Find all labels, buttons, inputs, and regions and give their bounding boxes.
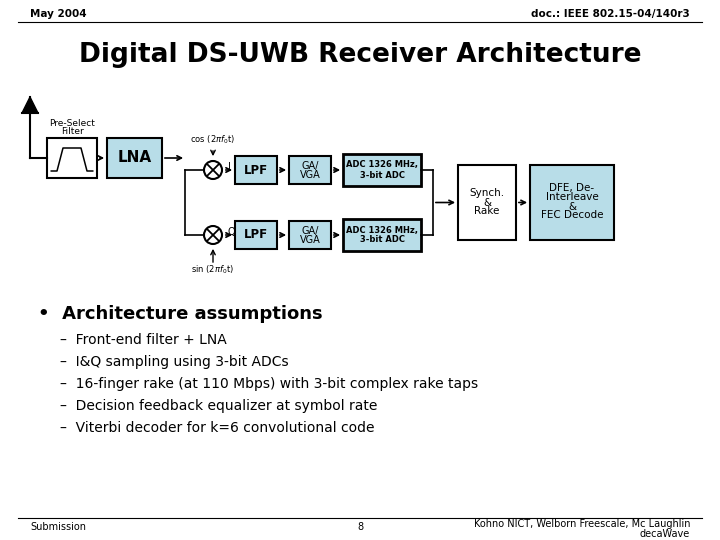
Text: LPF: LPF (244, 228, 268, 241)
Bar (289, 156, 331, 184)
Text: –  Viterbi decoder for k=6 convolutional code: – Viterbi decoder for k=6 convolutional … (60, 421, 374, 435)
Text: May 2004: May 2004 (30, 9, 86, 19)
Text: VGA: VGA (300, 235, 320, 245)
Bar (530, 165, 614, 240)
Bar (107, 138, 162, 178)
Text: Digital DS-UWB Receiver Architecture: Digital DS-UWB Receiver Architecture (78, 42, 642, 68)
Text: 3-bit ADC: 3-bit ADC (359, 171, 405, 179)
Text: Pre-Select: Pre-Select (49, 118, 95, 127)
Text: LPF: LPF (244, 164, 268, 177)
Text: FEC Decode: FEC Decode (541, 211, 603, 220)
Bar (47, 138, 97, 178)
Bar (235, 156, 277, 184)
Text: cos (2$\pi$$f_0$t): cos (2$\pi$$f_0$t) (190, 134, 235, 146)
Polygon shape (22, 97, 38, 113)
Bar (289, 221, 331, 249)
Text: &: & (483, 198, 491, 207)
Text: Q: Q (228, 227, 235, 237)
Text: VGA: VGA (300, 170, 320, 180)
Bar (343, 154, 421, 186)
Text: DFE, De-: DFE, De- (549, 184, 595, 193)
Text: Rake: Rake (474, 206, 500, 217)
Text: –  Decision feedback equalizer at symbol rate: – Decision feedback equalizer at symbol … (60, 399, 377, 413)
Text: 8: 8 (357, 522, 363, 532)
Text: Kohno NICT, Welborn Freescale, Mc Laughlin: Kohno NICT, Welborn Freescale, Mc Laughl… (474, 519, 690, 529)
Text: –  16-finger rake (at 110 Mbps) with 3-bit complex rake taps: – 16-finger rake (at 110 Mbps) with 3-bi… (60, 377, 478, 391)
Bar (343, 219, 421, 251)
Text: ADC 1326 MHz,: ADC 1326 MHz, (346, 160, 418, 170)
Bar (458, 165, 516, 240)
Text: GA/: GA/ (301, 226, 319, 236)
Text: LNA: LNA (117, 151, 152, 165)
Text: sin (2$\pi$$f_0$t): sin (2$\pi$$f_0$t) (192, 264, 235, 276)
Text: –  I&Q sampling using 3-bit ADCs: – I&Q sampling using 3-bit ADCs (60, 355, 289, 369)
Text: Submission: Submission (30, 522, 86, 532)
Text: GA/: GA/ (301, 161, 319, 171)
Text: I: I (228, 162, 231, 172)
Text: Interleave: Interleave (546, 192, 598, 202)
Bar (235, 221, 277, 249)
Text: Synch.: Synch. (469, 188, 505, 199)
Text: decaWave: decaWave (640, 529, 690, 539)
Text: Filter: Filter (60, 126, 84, 136)
Text: –  Front-end filter + LNA: – Front-end filter + LNA (60, 333, 227, 347)
Text: ADC 1326 MHz,: ADC 1326 MHz, (346, 226, 418, 234)
Text: •  Architecture assumptions: • Architecture assumptions (38, 305, 323, 323)
Text: &: & (568, 201, 576, 212)
Text: doc.: IEEE 802.15-04/140r3: doc.: IEEE 802.15-04/140r3 (531, 9, 690, 19)
Text: 3-bit ADC: 3-bit ADC (359, 235, 405, 245)
